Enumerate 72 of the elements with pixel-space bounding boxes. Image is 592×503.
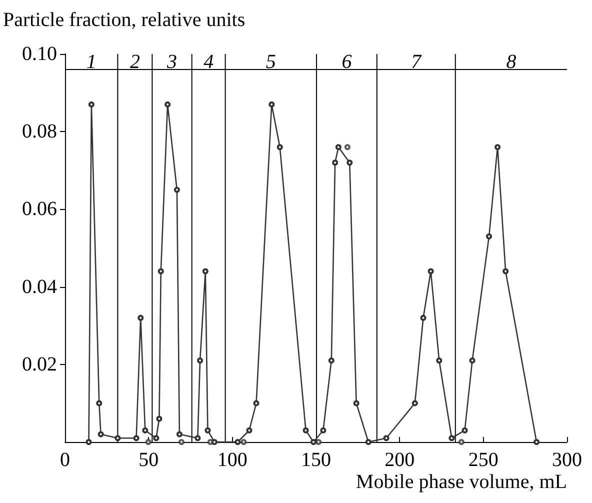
point: [194, 435, 201, 442]
point: [383, 435, 390, 442]
y-axis-title: Particle fraction, relative units: [3, 9, 246, 31]
x-axis-title: Mobile phase volume, mL: [356, 471, 567, 493]
point: [204, 427, 211, 434]
point: [302, 427, 309, 434]
x-tick-label: 0: [60, 449, 70, 471]
point: [88, 101, 94, 108]
point: [310, 439, 316, 445]
point: [197, 358, 204, 364]
y-tick-label: 0.02: [22, 353, 57, 376]
point: [138, 314, 144, 321]
point: [332, 160, 338, 166]
y-tick-label: 0.10: [22, 43, 57, 65]
y-tick-label: 0.06: [22, 198, 57, 220]
point: [268, 101, 275, 108]
point: [202, 268, 208, 274]
point: [486, 233, 492, 240]
point: [234, 439, 241, 445]
point: [420, 314, 426, 321]
point: [114, 435, 121, 442]
point: [153, 435, 160, 442]
point: [344, 144, 350, 150]
point: [133, 435, 140, 442]
annotation: 8: [506, 50, 516, 73]
point: [246, 427, 252, 434]
x-tick-label: 200: [384, 449, 415, 471]
annotation: 6: [342, 50, 352, 73]
point: [142, 427, 148, 434]
point: [346, 160, 353, 166]
point: [240, 439, 247, 445]
point: [534, 439, 540, 445]
point: [365, 439, 372, 445]
x-tick-label: 300: [552, 449, 582, 471]
y-tick-label: 0.04: [22, 276, 57, 298]
y-tick-label: 0.08: [22, 120, 57, 143]
point: [174, 186, 180, 193]
point: [428, 268, 434, 274]
point: [164, 101, 171, 108]
point: [502, 268, 509, 274]
x-tick-label: 150: [301, 449, 331, 471]
point: [448, 435, 455, 442]
point: [253, 400, 260, 406]
annotation: 3: [166, 50, 178, 73]
point: [96, 400, 102, 406]
point: [458, 439, 464, 445]
point: [276, 144, 283, 150]
annotation: 2: [130, 50, 140, 73]
point: [316, 439, 322, 445]
point: [156, 416, 162, 422]
point: [335, 144, 342, 150]
point: [412, 400, 418, 406]
point: [98, 431, 104, 438]
point: [176, 431, 182, 438]
point: [145, 439, 152, 445]
point: [328, 358, 334, 364]
point: [494, 144, 501, 150]
point: [320, 427, 326, 434]
point: [178, 439, 184, 445]
point: [462, 427, 468, 434]
annotation: 5: [266, 50, 276, 73]
annotation: 1: [86, 50, 96, 73]
point: [86, 439, 92, 445]
x-tick-label: 50: [138, 449, 159, 471]
point: [436, 358, 442, 364]
point: [353, 400, 360, 406]
x-tick-label: 100: [217, 449, 248, 471]
annotation: 7: [411, 50, 422, 73]
point: [469, 358, 476, 364]
x-tick-label: 250: [468, 449, 498, 471]
point: [158, 268, 164, 274]
annotation: 4: [204, 50, 214, 73]
